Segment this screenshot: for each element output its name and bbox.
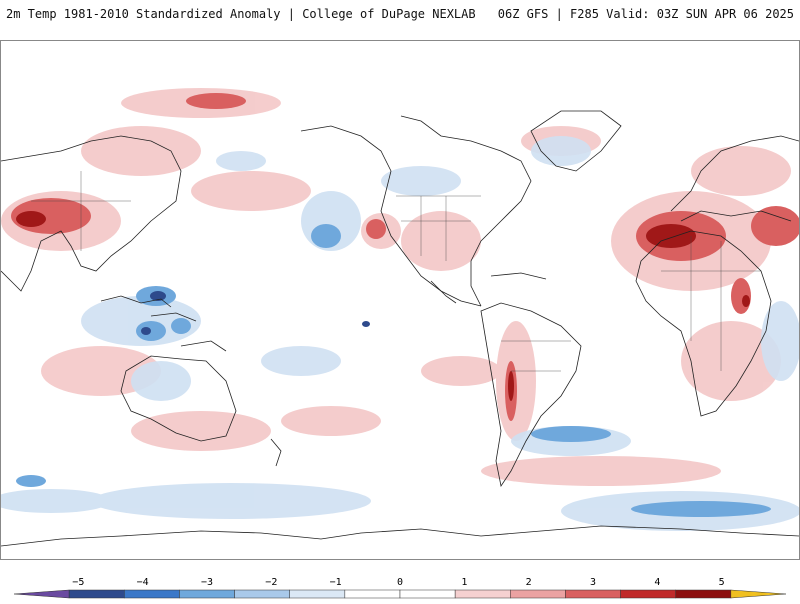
colorbar-graphic: −5 −4 −3 −2 −1 0 1 2 3 4 5 [13,577,787,599]
colorbar-tick-label: −1 [330,577,342,588]
colorbar-band [399,589,456,599]
political-borders [31,171,761,372]
colorbar-tick-label: 0 [397,577,403,588]
colorbar-band [234,589,290,599]
colorbar-band [620,589,676,599]
colorbar-band [730,589,787,599]
colorbar-tick-label: −5 [72,577,84,588]
colorbar-band [454,589,511,599]
run-info: 06Z GFS | F285 Valid: 03Z SUN APR 06 202… [497,7,794,21]
header: 2m Temp 1981-2010 Standardized Anomaly |… [0,0,800,40]
colorbar-band [565,589,621,599]
coastlines [1,110,799,547]
colorbar-band [179,589,235,599]
colorbar-tick-label: 5 [719,577,725,588]
strong-cool-anomaly [16,224,771,517]
colorbar-band [289,589,346,599]
map-title: 2m Temp 1981-2010 Standardized Anomaly |… [6,7,476,21]
colorbar-tick-label: 1 [461,577,467,588]
colorbar: −5 −4 −3 −2 −1 0 1 2 3 4 5 [0,570,800,600]
extreme-warm-anomaly [16,211,750,401]
colorbar-tick-label: −3 [201,577,213,588]
colorbar-tick-label: 3 [590,577,596,588]
warm-anomaly-regions [1,88,791,486]
colorbar-band [344,589,401,599]
colorbar-band [675,589,732,599]
map-panel[interactable] [0,40,800,560]
colorbar-band [124,589,180,599]
colorbar-tick-label: −2 [265,577,277,588]
colorbar-band [68,589,125,599]
colorbar-tick-label: 2 [526,577,532,588]
extreme-cool-anomaly [141,291,370,335]
colorbar-band [510,589,566,599]
anomaly-map [1,88,799,547]
colorbar-tick-label: −4 [137,577,149,588]
colorbar-tick-label: 4 [654,577,660,588]
colorbar-band [13,589,70,599]
